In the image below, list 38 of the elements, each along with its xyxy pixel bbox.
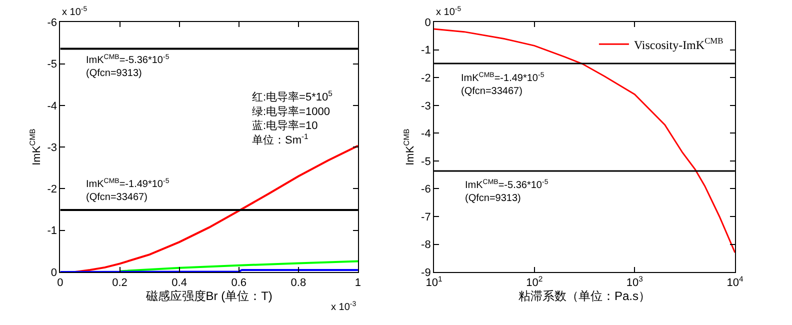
line-series [74, 144, 358, 272]
y-tick-label: -1 [421, 44, 431, 57]
y-axis-title: ImK$^{CMB}$ [461, 72, 495, 84]
y-tick-label: -5 [47, 58, 57, 71]
y-tick-label: 0 [50, 266, 57, 279]
x-tick-label: 10$^{3}$ [626, 274, 643, 290]
y-tick-label: -3 [421, 100, 431, 112]
y-tick-label: -5 [421, 156, 431, 168]
y-tick-label: -1 [47, 225, 57, 238]
text: ImK$^{CMB}$=-1.49*10$^{-5}$ (Qfcn=33467) [86, 178, 170, 204]
text: x 10$^{-5}$ [436, 6, 462, 18]
x-tick-label: 1 [354, 277, 362, 290]
y-tick-label: -8 [421, 239, 431, 252]
y-tick-label: -7 [421, 211, 431, 224]
x-axis-title: 磁感应强度Br (单位：T) [144, 289, 272, 304]
y-tick-label: -9 [421, 266, 431, 279]
y-tick-label: -6 [421, 184, 431, 196]
y-tick-label: -2 [421, 72, 431, 84]
legend-label: Viscosity-ImK$^{CMB}$ [634, 36, 724, 52]
x-tick-label: 0.2 [112, 277, 128, 290]
x-axis-title: 粘滞系数（单位：Pa.s） [518, 289, 651, 304]
y-tick-label: -4 [47, 100, 57, 112]
x-tick-label: 10$^{4}$ [726, 274, 744, 290]
text: x 10$^{-3}$ [331, 301, 356, 314]
text: ImK$^{CMB}$=-5.36*10$^{-5}$ (Qfcn=9313) [465, 179, 548, 204]
text: x 10$^{-5}$ [62, 6, 88, 18]
annotation: 红:电导率=5*10$^{5}$ 绿:电导率=1000 蓝:电导率=10 单位：Sm$^{-1}$ [252, 89, 332, 147]
y-axis-title: ImK$^{CMB}$ [86, 54, 120, 66]
y-tick-label: -3 [47, 142, 57, 154]
x-tick-label: 0.8 [290, 277, 306, 290]
x-tick-label: 10$^{2}$ [526, 274, 543, 290]
x-tick-label: 0.4 [172, 277, 187, 290]
x-tick-label: 0.6 [231, 277, 247, 290]
y-tick-label: -4 [421, 128, 431, 140]
y-tick-label: 0 [424, 16, 431, 29]
y-tick-label: -6 [47, 16, 57, 29]
y-tick-label: -2 [47, 184, 57, 196]
line-series [118, 260, 358, 272]
